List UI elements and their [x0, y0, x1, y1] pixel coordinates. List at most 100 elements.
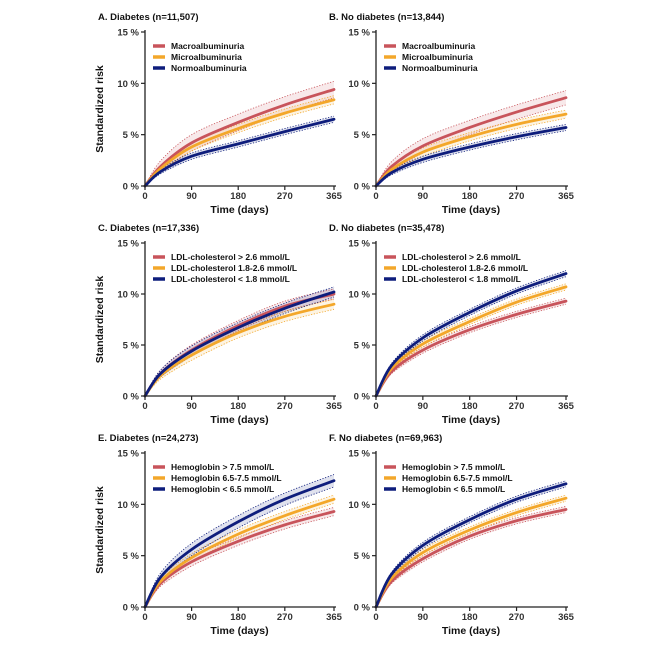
data-point [237, 521, 239, 523]
x-tick-label: 365 [326, 191, 343, 202]
ci-upper-bound [144, 507, 335, 608]
data-point [237, 540, 239, 542]
x-tick-label: 90 [186, 191, 197, 202]
ci-upper-bound [375, 480, 567, 608]
data-point [284, 104, 286, 106]
x-tick-label: 365 [558, 612, 575, 623]
y-tick-label: 5 % [354, 551, 371, 562]
y-tick-label: 5 % [123, 551, 140, 562]
data-point [565, 483, 567, 485]
series-line [374, 299, 568, 398]
data-point [284, 514, 286, 516]
ci-upper-bound [144, 288, 335, 397]
panel-e: E. Diabetes (n=24,273) 0 % 5 % 10 % 15 % 0 90 1… [94, 433, 343, 637]
x-tick-label: 365 [326, 401, 343, 412]
y-tick-label: 0 % [123, 392, 140, 403]
data-point [284, 112, 286, 114]
data-point [468, 126, 470, 128]
x-tick-label: 270 [509, 191, 525, 202]
x-tick-label: 365 [326, 612, 343, 623]
data-point [468, 146, 470, 148]
x-tick-label: 180 [462, 401, 478, 412]
x-tick-label: 0 [142, 612, 147, 623]
panel-a: A. Diabetes (n=11,507) 0 % 5 % 10 % 15 % 0 90 1… [94, 12, 343, 216]
legend: MacroalbuminuriaMicroalbuminuriaNormoalb… [153, 41, 247, 73]
y-tick-label: 0 % [123, 182, 140, 193]
x-tick-label: 270 [509, 612, 525, 623]
data-point [190, 142, 192, 144]
y-tick-label: 0 % [354, 182, 371, 193]
data-point [284, 307, 286, 309]
legend: LDL-cholesterol > 2.6 mmol/LLDL-choleste… [153, 252, 297, 284]
y-tick-label: 15 % [348, 239, 370, 250]
y-axis-label: Standardized risk [94, 486, 106, 574]
data-point [515, 301, 517, 303]
data-point [515, 313, 517, 315]
data-point [159, 372, 161, 374]
legend-label: Macroalbuminuria [402, 41, 475, 51]
series-line [374, 126, 568, 188]
x-tick-label: 0 [373, 612, 378, 623]
y-tick-label: 10 % [117, 290, 139, 301]
ci-band [376, 480, 566, 607]
legend-label: Macroalbuminuria [171, 41, 244, 51]
data-point [422, 558, 424, 560]
legend-label: Microalbuminuria [402, 52, 473, 62]
data-point [333, 510, 335, 512]
panel-title: F. No diabetes (n=69,963) [329, 433, 442, 444]
data-point [565, 286, 567, 288]
ci-upper-bound [375, 297, 567, 397]
series-line [374, 272, 568, 398]
data-point [468, 519, 470, 521]
legend-label: LDL-cholesterol 1.8-2.6 mmol/L [171, 263, 297, 273]
ci-upper-bound [144, 494, 335, 608]
data-point [159, 167, 161, 169]
ci-lower-bound [375, 289, 567, 397]
y-tick-label: 15 % [348, 449, 370, 460]
legend-label: Hemoglobin < 6.5 mmol/L [171, 484, 274, 494]
x-tick-label: 90 [418, 191, 429, 202]
x-tick-label: 270 [509, 401, 525, 412]
panel-title: A. Diabetes (n=11,507) [98, 12, 199, 23]
x-tick-label: 0 [373, 191, 378, 202]
series-line [143, 479, 336, 609]
legend-label: LDL-cholesterol > 2.6 mmol/L [402, 252, 521, 262]
data-point [468, 320, 470, 322]
data-point [333, 118, 335, 120]
data-point [468, 329, 470, 331]
series-line [143, 302, 336, 398]
data-point [390, 171, 392, 173]
data-point [565, 126, 567, 128]
data-point [422, 158, 424, 160]
series-line [143, 497, 336, 609]
legend-label: LDL-cholesterol < 1.8 mmol/L [402, 274, 521, 284]
data-point [333, 99, 335, 101]
x-tick-label: 270 [277, 191, 293, 202]
data-point [565, 272, 567, 274]
ci-upper-bound [375, 90, 567, 187]
x-tick-label: 0 [142, 401, 147, 412]
series-line [374, 508, 568, 609]
x-tick-label: 0 [142, 191, 147, 202]
ci-upper-bound [375, 270, 567, 397]
legend-label: LDL-cholesterol < 1.8 mmol/L [171, 274, 290, 284]
data-point [237, 326, 239, 328]
data-point [515, 520, 517, 522]
data-point [515, 498, 517, 500]
data-point [190, 146, 192, 148]
ci-lower-bound [375, 303, 567, 397]
x-axis-label: Time (days) [442, 204, 500, 216]
x-tick-label: 90 [186, 612, 197, 623]
ci-lower-bound [375, 130, 567, 187]
panel-title: B. No diabetes (n=13,844) [329, 12, 444, 23]
series-line [374, 496, 568, 609]
y-tick-label: 0 % [354, 392, 371, 403]
data-point [390, 168, 392, 170]
data-point [422, 151, 424, 153]
y-tick-label: 10 % [348, 290, 370, 301]
panel-f: F. No diabetes (n=69,963) 0 % 5 % 10 % 15 % 0… [329, 433, 575, 637]
y-axis-label: Standardized risk [94, 65, 106, 153]
